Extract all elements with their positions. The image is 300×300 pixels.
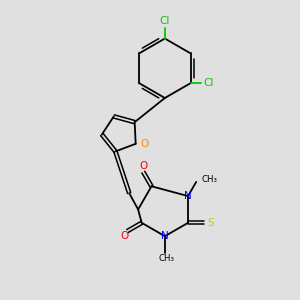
Text: O: O [120,231,129,241]
Text: CH₃: CH₃ [158,254,174,263]
Text: O: O [140,139,148,149]
Text: CH₃: CH₃ [202,175,218,184]
Text: S: S [207,218,214,228]
Text: O: O [139,161,147,171]
Text: Cl: Cl [160,16,170,26]
Text: N: N [161,231,169,241]
Text: N: N [184,191,192,201]
Text: Cl: Cl [203,77,214,88]
